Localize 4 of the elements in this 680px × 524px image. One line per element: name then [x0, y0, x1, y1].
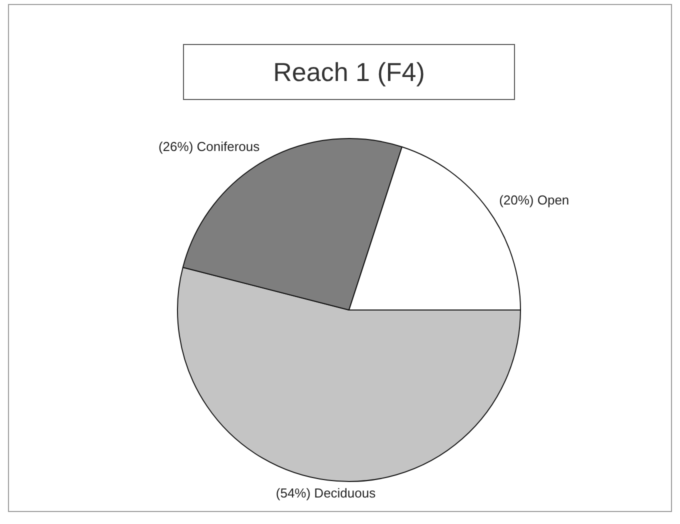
slice-label: (54%) Deciduous	[276, 486, 376, 501]
slice-label: (26%) Coniferous	[158, 139, 260, 154]
slice-label: (20%) Open	[499, 192, 570, 208]
chart-title: Reach 1 (F4)	[183, 44, 515, 100]
